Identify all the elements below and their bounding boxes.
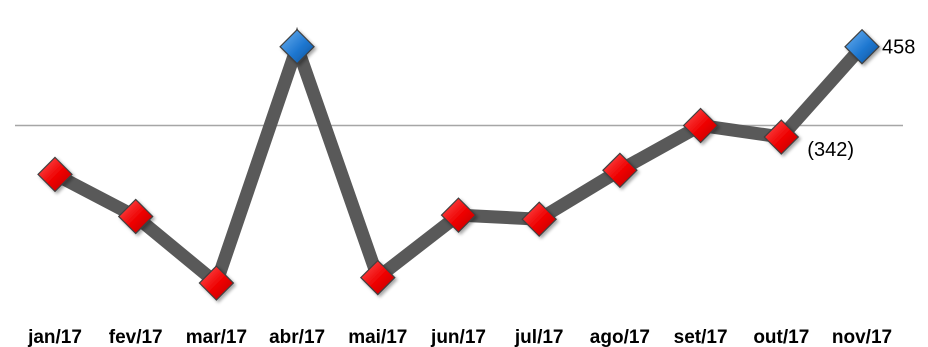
x-tick-label: mai/17 xyxy=(348,327,407,347)
x-tick-label: jun/17 xyxy=(430,327,486,347)
x-tick-label: mar/17 xyxy=(186,327,247,347)
x-tick-label: nov/17 xyxy=(832,327,892,347)
x-tick-label: fev/17 xyxy=(109,327,163,347)
data-point-highlight xyxy=(279,28,315,65)
data-point-highlight xyxy=(844,28,880,65)
x-tick-label: set/17 xyxy=(674,327,728,347)
data-point xyxy=(359,259,396,296)
data-point xyxy=(682,107,719,144)
data-point xyxy=(602,152,638,189)
data-point xyxy=(763,119,800,155)
data-point xyxy=(198,265,235,301)
data-point xyxy=(521,201,558,238)
data-label: 458 xyxy=(882,37,915,59)
data-point xyxy=(37,156,73,193)
series-line xyxy=(51,26,867,294)
x-tick-label: out/17 xyxy=(753,327,809,347)
x-tick-label: jul/17 xyxy=(514,327,564,347)
x-tick-label: jan/17 xyxy=(27,327,82,347)
data-point xyxy=(117,198,154,235)
data-point xyxy=(440,197,477,233)
x-tick-label: ago/17 xyxy=(590,327,650,347)
x-tick-label: abr/17 xyxy=(269,327,325,347)
data-label: (342) xyxy=(807,139,854,161)
